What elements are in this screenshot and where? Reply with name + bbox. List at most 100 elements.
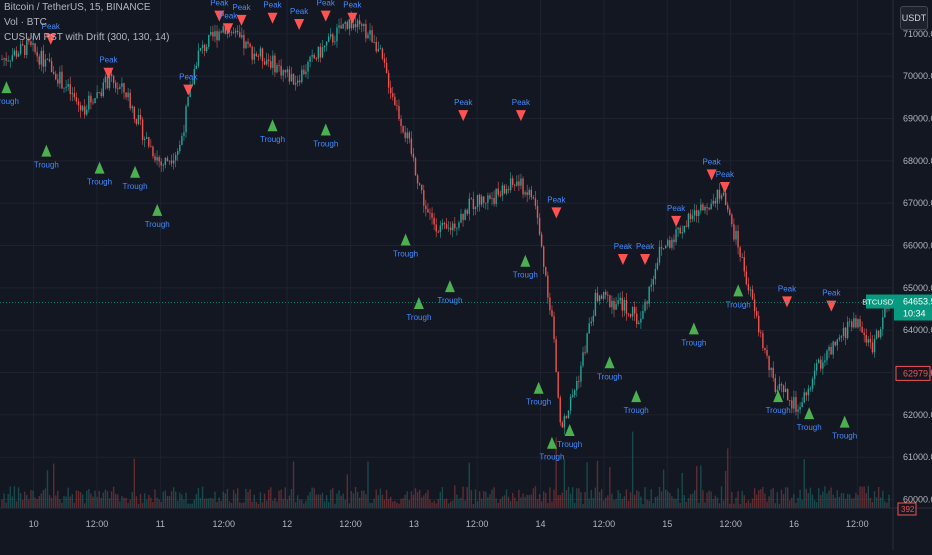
candle-body: [276, 65, 278, 73]
volume-bar: [57, 490, 59, 508]
candle-body: [799, 406, 801, 410]
candle-body: [429, 212, 431, 214]
volume-bar: [241, 502, 243, 508]
volume-bar: [259, 492, 262, 508]
volume-bar: [826, 493, 828, 508]
volume-bar: [284, 487, 286, 508]
candle-body: [117, 88, 119, 90]
candle-body: [398, 105, 400, 120]
candle-body: [826, 350, 828, 361]
volume-bar: [524, 496, 526, 508]
volume-bar: [239, 502, 241, 508]
volume-bar: [174, 491, 177, 508]
volume-bar: [493, 487, 495, 508]
volume-bar: [882, 490, 884, 508]
volume-bar: [230, 502, 233, 508]
candle-body: [9, 60, 11, 62]
volume-bar: [673, 498, 675, 508]
trough-label: Trough: [513, 271, 538, 280]
volume-bar: [613, 500, 615, 508]
trough-label: Trough: [0, 97, 19, 106]
candle-body: [102, 82, 105, 97]
volume-bar: [305, 500, 307, 508]
candle-body: [205, 46, 208, 52]
volume-bar: [863, 486, 865, 508]
legend-volume[interactable]: Vol · BTC: [4, 17, 47, 28]
volume-bar: [518, 489, 520, 508]
trough-label: Trough: [260, 135, 285, 144]
trough-label: Trough: [624, 406, 649, 415]
candle-body: [613, 300, 615, 310]
marked-price-value: 62979.90: [903, 368, 932, 378]
candle-body: [305, 71, 307, 75]
volume-bar: [468, 462, 470, 508]
candle-body: [197, 50, 200, 66]
candle-body: [809, 388, 812, 390]
candle-body: [84, 106, 86, 115]
volume-bar: [282, 498, 284, 508]
volume-bar: [17, 487, 20, 508]
candle-body: [152, 146, 154, 157]
volume-bar: [679, 502, 681, 508]
legend-symbol[interactable]: Bitcoin / TetherUS, 15, BINANCE: [4, 2, 151, 13]
candle-body: [561, 422, 564, 428]
candle-body: [346, 22, 348, 29]
candle-body: [185, 106, 187, 133]
candle-body: [75, 97, 78, 102]
currency-scale-button[interactable]: USDT: [900, 6, 928, 30]
candle-body: [755, 311, 758, 316]
peak-marker: [671, 215, 682, 227]
volume-bar: [429, 499, 431, 508]
candle-body: [44, 59, 47, 67]
candle-body: [588, 323, 590, 334]
candle-body: [181, 135, 183, 145]
volume-bar: [152, 501, 154, 508]
volume-bar: [251, 501, 253, 508]
volume-bar: [547, 502, 549, 508]
candle-body: [55, 73, 57, 80]
legend-indicator[interactable]: CUSUM PST with Drift (300, 130, 14): [4, 32, 170, 43]
peak-label: Peak: [716, 170, 735, 179]
volume-bar: [325, 495, 328, 508]
candle-body: [214, 31, 216, 37]
volume-bar: [588, 498, 590, 508]
volume-bar: [516, 501, 518, 508]
candle-body: [600, 295, 603, 299]
candle-body: [338, 25, 340, 28]
volume-bar: [454, 485, 456, 508]
volume-bar: [681, 472, 683, 508]
candle-body: [65, 86, 67, 88]
volume-bar: [853, 498, 855, 508]
volume-bar: [104, 489, 107, 508]
volume-bar: [383, 499, 386, 508]
candle-body: [367, 34, 369, 39]
volume-bar: [543, 491, 545, 508]
candle-body: [654, 269, 657, 280]
candle-body: [435, 224, 437, 232]
candle-body: [474, 207, 477, 210]
volume-bar: [650, 489, 652, 508]
volume-bar: [131, 492, 133, 508]
volume-bar: [84, 503, 86, 508]
candle-body: [425, 205, 427, 210]
candle-body: [834, 341, 836, 346]
volume-bar: [708, 490, 710, 508]
candle-body: [617, 300, 619, 304]
volume-bar: [69, 496, 71, 508]
volume-bar: [234, 493, 237, 508]
volume-bar: [90, 493, 92, 508]
volume-bar: [433, 500, 435, 508]
candle-body: [470, 198, 473, 200]
candle-body: [139, 115, 142, 120]
candle-body: [574, 390, 576, 395]
peak-label: Peak: [263, 1, 282, 10]
candle-body: [164, 157, 167, 165]
volume-bar: [691, 493, 694, 508]
candle-body: [115, 82, 117, 89]
volume-bar: [431, 502, 433, 508]
candle-body: [251, 46, 253, 60]
candle-body: [301, 69, 303, 83]
volume-bar: [445, 498, 448, 508]
